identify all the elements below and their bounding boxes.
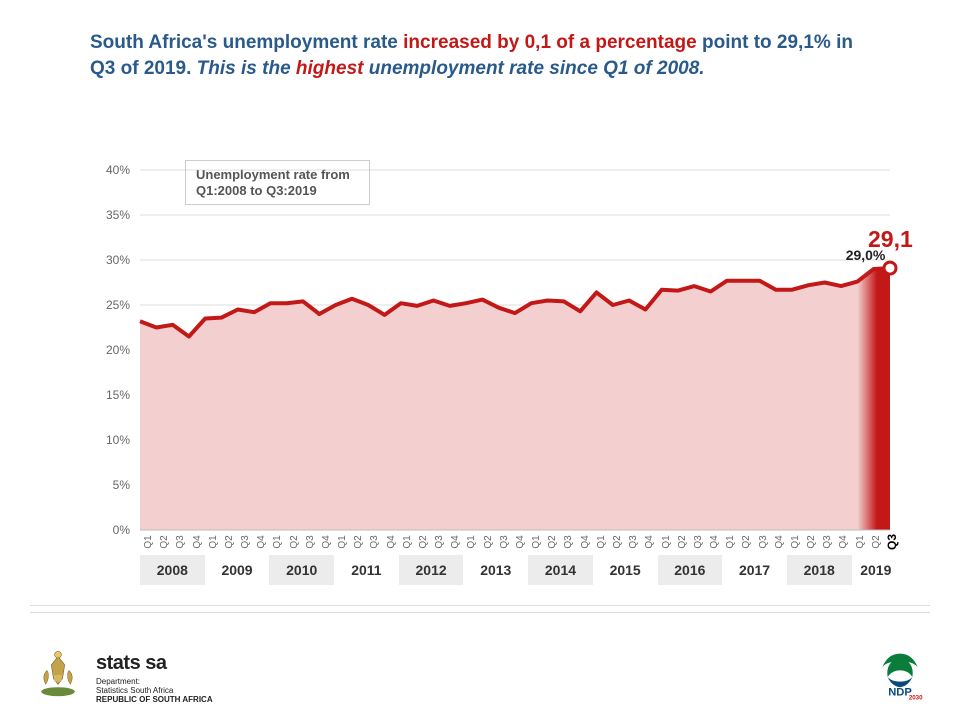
x-year-label: 2015 [593, 555, 658, 585]
ndp-logo-icon: NDP 2030 [870, 648, 930, 704]
footer-divider-top [30, 605, 930, 606]
footer-divider-bottom [30, 612, 930, 613]
sa-coat-of-arms-icon [30, 648, 86, 704]
x-year-label: 2019 [852, 555, 901, 585]
headline-em2: highest [296, 58, 364, 79]
svg-text:25%: 25% [106, 298, 130, 312]
org-block: stats sa Department: Statistics South Af… [96, 652, 213, 705]
headline-part1: South Africa's unemployment rate [90, 32, 403, 53]
x-year-label: 2014 [528, 555, 593, 585]
org-subtitle: Department: Statistics South Africa REPU… [96, 677, 213, 705]
x-year-label: 2017 [722, 555, 787, 585]
x-axis-years: 2008200920102011201220132014201520162017… [60, 555, 900, 585]
x-year-label: 2009 [205, 555, 270, 585]
chart-svg: 0%5%10%15%20%25%30%35%40% [60, 160, 900, 560]
x-axis-quarters: Q1Q2Q3Q4Q1Q2Q3Q4Q1Q2Q3Q4Q1Q2Q3Q4Q1Q2Q3Q4… [60, 530, 900, 554]
org-title: stats sa [96, 652, 213, 675]
x-year-label: 2016 [658, 555, 723, 585]
headline-em1: increased by 0,1 of a percentage [403, 32, 697, 53]
svg-text:30%: 30% [106, 253, 130, 267]
x-year-label: 2008 [140, 555, 205, 585]
x-quarter-label: Q3 [880, 534, 904, 550]
callout-final-value: 29,1 [868, 226, 913, 253]
svg-text:2030: 2030 [909, 695, 923, 702]
svg-text:5%: 5% [113, 478, 131, 492]
svg-text:40%: 40% [106, 163, 130, 177]
x-year-label: 2012 [399, 555, 464, 585]
x-year-label: 2011 [334, 555, 399, 585]
footer: stats sa Department: Statistics South Af… [0, 630, 960, 720]
headline-part3: This is the [197, 58, 296, 79]
headline: South Africa's unemployment rate increas… [90, 30, 870, 81]
headline-part4: unemployment rate since Q1 of 2008. [363, 58, 704, 79]
x-year-label: 2018 [787, 555, 852, 585]
svg-text:10%: 10% [106, 433, 130, 447]
svg-text:15%: 15% [106, 388, 130, 402]
x-year-label: 2010 [269, 555, 334, 585]
unemployment-chart: 0%5%10%15%20%25%30%35%40% [60, 160, 900, 560]
x-year-label: 2013 [463, 555, 528, 585]
svg-text:20%: 20% [106, 343, 130, 357]
svg-text:35%: 35% [106, 208, 130, 222]
